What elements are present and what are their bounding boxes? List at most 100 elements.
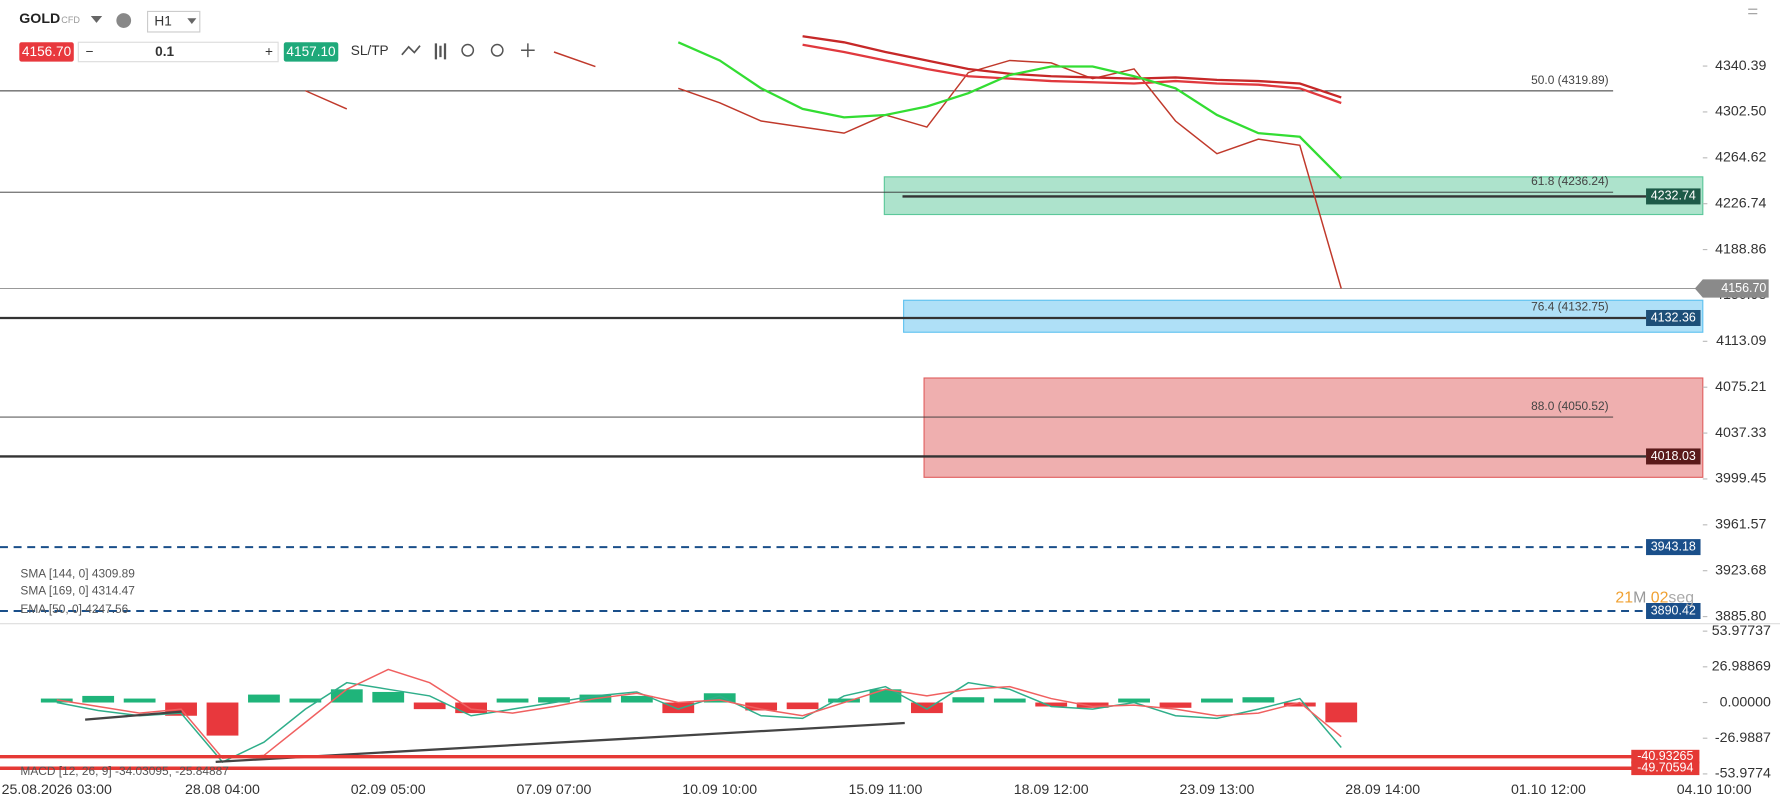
price-tag-label: 3943.18 (1651, 539, 1696, 553)
sell-price: 4156.70 (22, 44, 72, 59)
sltp-button[interactable]: SL/TP (351, 43, 389, 58)
legend-ema50: EMA [50, 0] 4247.56 (20, 602, 128, 616)
y-tick-label: 4188.86 (1715, 241, 1766, 257)
countdown: 21M 02seg (1615, 590, 1694, 607)
histogram-bar (455, 702, 488, 714)
minus-button[interactable]: − (86, 44, 94, 59)
histogram-bar (289, 698, 322, 703)
y-tick-label: 3961.57 (1715, 517, 1766, 533)
symbol-dropdown[interactable] (90, 15, 103, 23)
indicator-line (677, 41, 1343, 180)
legend-name: SMA [169, 0] (20, 584, 88, 598)
buy-price: 4157.10 (286, 44, 336, 59)
zone (923, 377, 1704, 478)
histogram-bar (123, 698, 156, 703)
price-tag (1646, 448, 1701, 465)
y-tick-label: 3999.45 (1715, 471, 1766, 487)
legend-name: SMA [144, 0] (20, 567, 88, 581)
line-chart-icon[interactable] (401, 45, 421, 56)
y-tick-label: 3885.80 (1715, 608, 1766, 624)
quantity[interactable]: 0.1 (155, 44, 174, 59)
macd-level-tag (1631, 761, 1700, 776)
x-tick-label: 28.08 04:00 (185, 782, 260, 798)
toolbar: GOLD CFD H1 4156.70 − 0.1 + 4157.10 SL/T… (19, 8, 1758, 63)
macd-level-label: -40.93265 (1637, 749, 1693, 763)
histogram-bar (1242, 697, 1275, 703)
move-icon[interactable] (521, 43, 535, 58)
y-tick-label: 4226.74 (1715, 195, 1766, 211)
price-line (678, 59, 1342, 289)
histogram-bar (1159, 702, 1192, 708)
price-line (553, 51, 596, 68)
histogram-bar (413, 702, 446, 710)
histogram-bar (330, 689, 363, 703)
histogram-bar (372, 691, 405, 703)
window-menu[interactable] (1748, 8, 1758, 15)
price-tag-label: 3890.42 (1651, 603, 1696, 617)
histogram-bar (1201, 698, 1233, 703)
y-tick-label: 4264.62 (1715, 150, 1766, 166)
minutes: 21 (1615, 590, 1633, 607)
y-tick-label: 4340.39 (1715, 58, 1766, 74)
histogram-bar (496, 698, 529, 703)
x-tick-label: 28.09 14:00 (1345, 782, 1420, 798)
minutes-unit: M (1633, 590, 1646, 607)
histogram-bar (662, 702, 695, 714)
histogram-bar (620, 695, 653, 703)
histogram-bar (206, 702, 239, 736)
symbol[interactable]: GOLD (19, 11, 60, 27)
timeframe: H1 (154, 13, 171, 28)
buy-button[interactable] (283, 42, 339, 62)
seconds: 02 (1651, 590, 1669, 607)
legend-value: 4309.89 (92, 567, 135, 581)
candle-icon[interactable] (434, 43, 447, 60)
current-price-label: 4156.70 (1721, 281, 1766, 295)
badge: CFD (61, 15, 80, 25)
histogram-bar (1076, 702, 1109, 708)
y-tick-label: -53.9774 (1715, 766, 1771, 782)
histogram-bar (786, 702, 819, 710)
fib-label: 76.4 (4132.75) (1531, 299, 1608, 313)
histogram-bar (538, 697, 570, 703)
price-tag (1646, 188, 1701, 205)
histogram-bar (952, 697, 985, 703)
legend-macd: MACD [12, 26, 9] -34.03095, -25.84887 (20, 764, 229, 778)
trendline (85, 710, 182, 721)
timeframe-arrow (187, 18, 197, 24)
histogram-bar (1035, 702, 1068, 707)
x-tick-label: 23.09 13:00 (1179, 782, 1254, 798)
price-line (305, 90, 348, 110)
price-tag-label: 4132.36 (1651, 310, 1696, 324)
legend: SMA [144, 0] 4309.89 SMA [169, 0] 4314.4… (20, 567, 229, 779)
zoom-out-icon[interactable] (461, 43, 475, 57)
histogram-bar (1325, 702, 1358, 723)
plot-area: 50.0 (4319.89) 61.8 (4236.24) 76.4 (4132.7… (0, 35, 1780, 798)
signal-line (56, 668, 1342, 759)
legend-value: 4247.56 (85, 602, 128, 616)
y-tick-label: 4075.21 (1715, 379, 1766, 395)
current-price-tag (1694, 279, 1769, 298)
fib-label: 50.0 (4319.89) (1531, 73, 1608, 87)
fib-label: 61.8 (4236.24) (1531, 174, 1608, 188)
legend-name: EMA [50, 0] (20, 602, 82, 616)
zoom-in-icon[interactable] (490, 43, 504, 57)
histogram-bar (82, 695, 115, 703)
macd-level-tag (1631, 749, 1700, 764)
info-icon[interactable] (116, 13, 132, 28)
macd-level-label: -49.70594 (1637, 761, 1693, 775)
histogram-bar (1118, 698, 1150, 703)
histogram-bar (911, 702, 943, 714)
quantity-box[interactable] (77, 41, 279, 63)
legend-value: 4314.47 (92, 584, 135, 598)
y-tick-label: 4302.50 (1715, 104, 1766, 120)
histogram-bar (745, 702, 778, 711)
price-tag (1646, 602, 1701, 619)
price-tag (1646, 539, 1701, 556)
indicator-line (802, 43, 1342, 105)
timeframe-select[interactable] (147, 10, 201, 33)
price-tag-label: 4018.03 (1651, 449, 1696, 463)
sell-button[interactable] (19, 42, 74, 62)
plus-button[interactable]: + (265, 44, 273, 59)
legend-sma144: SMA [144, 0] 4309.89 (20, 567, 135, 581)
zone (903, 299, 1704, 333)
